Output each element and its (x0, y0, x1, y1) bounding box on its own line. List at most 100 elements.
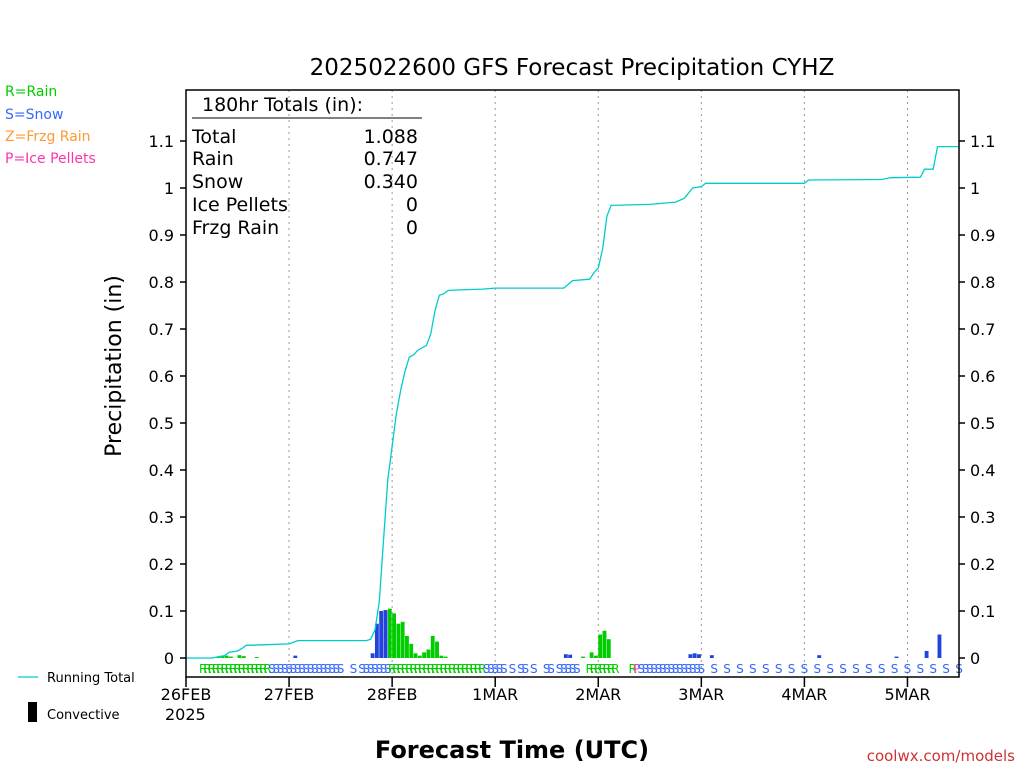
ptype-marker: R (229, 662, 237, 676)
totals-value-ice-pellets: 0 (406, 194, 418, 216)
y-tick-label-left: 0.4 (149, 461, 174, 480)
ptype-marker: S (380, 662, 388, 676)
ptype-marker: S (268, 662, 276, 676)
ptype-marker: R (628, 662, 636, 676)
ptype-marker: R (452, 662, 460, 676)
precip-bar-rain (228, 656, 233, 658)
x-tick-label: 26FEB (161, 685, 212, 704)
ptype-marker: S (496, 662, 504, 676)
ptype-marker: R (586, 662, 594, 676)
ptype-marker: S (723, 662, 731, 676)
ptype-marker: S (573, 662, 581, 676)
precip-bar-rain (606, 639, 611, 658)
ptype-marker: S (290, 662, 298, 676)
precip-bar-rain (224, 655, 229, 658)
precip-bar-snow (894, 656, 899, 658)
ptype-marker: S (680, 662, 688, 676)
ptype-marker: S (328, 662, 336, 676)
ptype-marker: S (315, 662, 323, 676)
ptype-marker: S (646, 662, 654, 676)
ptype-marker: S (655, 662, 663, 676)
y-tick-label-right: 0.6 (970, 367, 995, 386)
ptype-marker: S (839, 662, 847, 676)
ptype-marker: R (405, 662, 413, 676)
precip-bar-rain (430, 635, 435, 658)
precip-bar-snow (563, 654, 568, 658)
ptype-marker: R (414, 662, 422, 676)
precip-bar-snow (697, 654, 701, 658)
ptype-marker: R (220, 662, 228, 676)
ptype-marker: S (521, 662, 529, 676)
ptype-marker: R (392, 662, 400, 676)
ptype-marker: S (285, 662, 293, 676)
legend-snow: S=Snow (5, 107, 63, 123)
ptype-marker: S (852, 662, 860, 676)
precip-bar-snow (709, 655, 714, 658)
ptype-marker: R (255, 662, 263, 676)
ptype-marker: S (710, 662, 718, 676)
y-tick-label-right: 1 (970, 179, 980, 198)
precip-bar-rain (241, 656, 246, 658)
x-gridlines (288, 90, 908, 677)
ptype-marker: R (603, 662, 611, 676)
y-tick-label-right: 0.1 (970, 602, 995, 621)
ptype-marker: S (672, 662, 680, 676)
precip-bar-rain (593, 655, 598, 658)
precip-bar-snow (924, 650, 929, 658)
ptype-marker: S (929, 662, 937, 676)
y-tick-label-left: 1 (164, 179, 174, 198)
ptype-marker: S (689, 662, 697, 676)
ptype-marker: S (693, 662, 701, 676)
y-tick-label-left: 0.9 (149, 226, 174, 245)
ptype-marker: S (736, 662, 744, 676)
x-tick-label: 4MAR (781, 685, 827, 704)
ptype-marker: R (598, 662, 606, 676)
precip-bar-rain (400, 621, 405, 658)
y-tick-label-left: 0.1 (149, 602, 174, 621)
ptype-marker: S (324, 662, 332, 676)
x-tick-label: 27FEB (264, 685, 315, 704)
ptype-marker: S (676, 662, 684, 676)
ptype-marker: R (401, 662, 409, 676)
ptype-marker: R (263, 662, 271, 676)
ptype-marker: S (659, 662, 667, 676)
ptype-marker: S (375, 662, 383, 676)
precip-bar-rain (237, 655, 242, 658)
series-legend: Running Total Convective (18, 671, 135, 723)
ptype-marker: R (199, 662, 207, 676)
y-tick-label-left: 0.3 (149, 508, 174, 527)
precip-bar-snow (688, 654, 693, 658)
ptype-marker: S (667, 662, 675, 676)
precip-bar-rain (392, 613, 396, 658)
precip-bar-snow (817, 655, 822, 658)
ptype-marker: R (611, 662, 619, 676)
ptype-marker: P (633, 662, 640, 676)
precip-bar-rain (435, 641, 439, 658)
ptype-marker: S (298, 662, 306, 676)
precip-bar-rain (443, 656, 448, 658)
ptype-marker: S (530, 662, 538, 676)
ptype-marker: S (878, 662, 886, 676)
ptype-marker: S (332, 662, 340, 676)
convective-swatch (28, 702, 37, 722)
ptype-marker: R (470, 662, 478, 676)
precip-bar-rain (598, 634, 603, 658)
precip-bar-rain (417, 655, 422, 658)
totals-value-frzg-rain: 0 (406, 217, 418, 239)
ptype-legend: R=Rain S=Snow Z=Frzg Rain P=Ice Pellets (5, 84, 96, 167)
ptype-marker: S (917, 662, 925, 676)
ptype-marker: S (813, 662, 821, 676)
ptype-marker: R (216, 662, 224, 676)
precip-bar-snow (692, 653, 697, 658)
ptype-marker: R (444, 662, 452, 676)
ptype-marker: R (397, 662, 405, 676)
ptype-marker: S (642, 662, 650, 676)
legend-freezing-rain: Z=Frzg Rain (5, 129, 91, 145)
ptype-marker: S (384, 662, 392, 676)
precip-bar-rain (409, 643, 414, 658)
ptype-marker: R (208, 662, 216, 676)
ptype-marker: R (607, 662, 615, 676)
precip-bar-rain (426, 649, 431, 658)
x-axis-label: Forecast Time (UTC) (375, 736, 649, 764)
totals-label-total: Total (191, 126, 236, 148)
